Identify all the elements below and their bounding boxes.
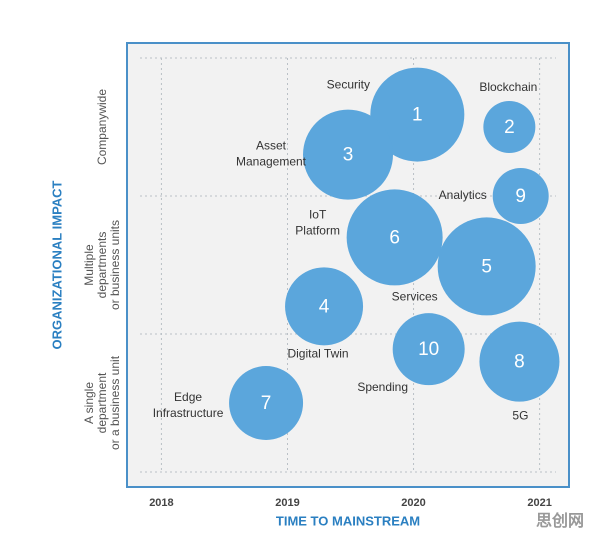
- bubble-label: 10: [418, 339, 439, 360]
- bubble-name-line: 5G: [512, 409, 528, 423]
- bubble-label: 4: [319, 296, 330, 317]
- bubble-name: Spending: [357, 380, 408, 394]
- y-category-line: or a business unit: [108, 355, 122, 450]
- bubble: [370, 67, 465, 162]
- bubble-label: 7: [261, 393, 272, 414]
- bubble-label: 9: [515, 186, 526, 207]
- bubble-name: Blockchain: [479, 80, 537, 94]
- x-tick-label: 2018: [149, 497, 173, 509]
- bubble-name-line: Platform: [295, 224, 340, 238]
- y-category-label: Multipledepartmentsor business units: [82, 220, 122, 310]
- bubble-name-line: Spending: [357, 380, 408, 394]
- bubble-name-line: IoT: [309, 208, 327, 222]
- bubble-label: 2: [504, 117, 515, 138]
- bubble-name: Services: [392, 290, 438, 304]
- y-category-label: Companywide: [95, 89, 109, 165]
- bubble-name-line: Services: [392, 290, 438, 304]
- x-axis-title: TIME TO MAINSTREAM: [276, 513, 420, 528]
- bubble-name: Edge Infrastructure: [153, 390, 224, 420]
- y-category-line: Companywide: [95, 89, 109, 165]
- bubble-name: Asset Management: [236, 139, 307, 169]
- y-category-line: or business units: [108, 220, 122, 310]
- bubble-name-line: Asset: [256, 139, 287, 153]
- bubble-name-line: Security: [327, 78, 370, 92]
- bubble: [229, 366, 304, 440]
- x-tick-label: 2020: [401, 497, 425, 509]
- bubble-name: Analytics: [439, 188, 487, 202]
- bubble-label: 8: [514, 352, 525, 373]
- bubble-name: 5G: [512, 409, 528, 423]
- watermark: 思创网: [536, 511, 584, 530]
- bubble: [285, 267, 364, 346]
- bubble-name-line: Management: [236, 155, 307, 169]
- bubble: [303, 109, 393, 200]
- bubble-name-line: Digital Twin: [287, 347, 348, 361]
- bubble: [392, 313, 465, 386]
- bubble-name-line: Analytics: [439, 188, 487, 202]
- bubble-name-line: Infrastructure: [153, 406, 224, 420]
- bubble-name: Security: [327, 78, 370, 92]
- x-tick-label: 2019: [275, 497, 299, 509]
- bubble: [492, 168, 549, 224]
- bubble-name-line: Edge: [174, 390, 202, 404]
- bubble: [479, 321, 560, 402]
- bubble: [437, 217, 536, 316]
- bubble: [346, 189, 443, 286]
- y-category-line: departments: [95, 232, 109, 299]
- bubble-name: Digital Twin: [287, 347, 348, 361]
- y-category-label: A singledepartmentor a business unit: [82, 355, 122, 450]
- bubble: [483, 101, 536, 153]
- bubble-label: 5: [481, 256, 492, 277]
- bubble-label: 3: [343, 145, 354, 166]
- y-category-line: department: [95, 372, 109, 433]
- bubble-label: 6: [389, 227, 400, 248]
- y-axis-title: ORGANIZATIONAL IMPACT: [49, 180, 64, 349]
- y-category-line: A single: [82, 382, 96, 424]
- bubble-label: 1: [412, 105, 423, 126]
- bubble-name-line: Blockchain: [479, 80, 537, 94]
- x-tick-label: 2021: [527, 497, 551, 509]
- y-category-line: Multiple: [82, 244, 96, 286]
- bubble-name: IoT Platform: [295, 208, 340, 238]
